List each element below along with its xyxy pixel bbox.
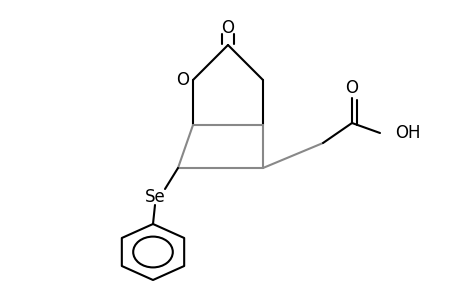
Text: OH: OH	[394, 124, 420, 142]
Text: Se: Se	[144, 188, 165, 206]
Text: O: O	[345, 79, 358, 97]
Text: O: O	[221, 19, 234, 37]
Text: O: O	[176, 71, 189, 89]
